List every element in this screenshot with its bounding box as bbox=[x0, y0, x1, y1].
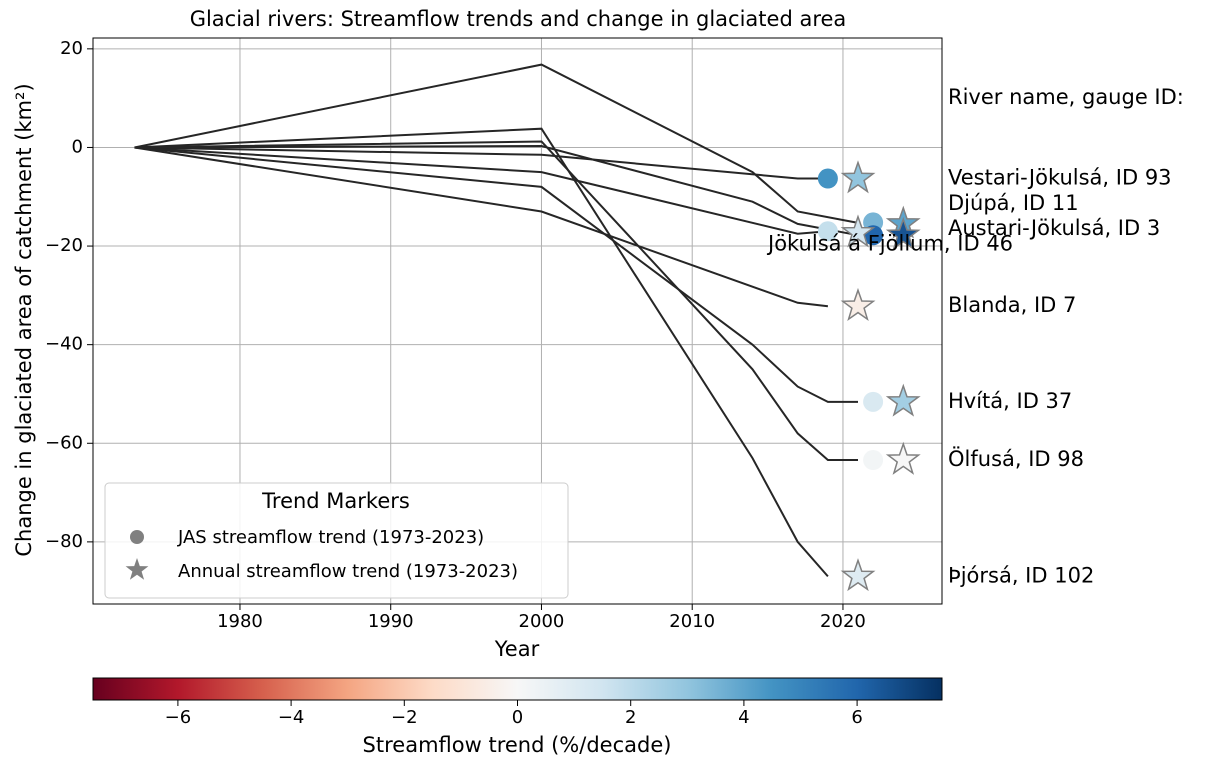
plot-frame bbox=[92, 37, 943, 605]
y-tick-label: −40 bbox=[45, 334, 83, 355]
river-line bbox=[134, 63, 859, 224]
river-line bbox=[134, 146, 858, 403]
chart-title: Glacial rivers: Streamflow trends and ch… bbox=[190, 7, 847, 31]
legend-title: Trend Markers bbox=[261, 489, 410, 513]
colorbar-tick-label: 6 bbox=[851, 707, 862, 728]
jas-marker bbox=[817, 168, 838, 189]
x-tick-label: 2020 bbox=[820, 611, 866, 632]
legend-marker bbox=[130, 530, 144, 544]
y-tick-label: 20 bbox=[60, 38, 83, 59]
legend-marker bbox=[125, 558, 149, 580]
legend-label: Annual streamflow trend (1973-2023) bbox=[178, 561, 518, 582]
jas-marker bbox=[817, 221, 838, 242]
river-label: Austari-Jökulsá, ID 3 bbox=[948, 216, 1160, 240]
colorbar-label: Streamflow trend (%/decade) bbox=[363, 733, 672, 757]
colorbar-tick-label: 4 bbox=[738, 707, 749, 728]
river-line bbox=[134, 146, 828, 180]
river-label: Þjórsá, ID 102 bbox=[948, 563, 1094, 587]
legend-box bbox=[104, 482, 569, 599]
river-header: River name, gauge ID: bbox=[948, 85, 1184, 109]
x-tick-label: 1990 bbox=[368, 611, 414, 632]
y-tick-label: −60 bbox=[45, 432, 83, 453]
annual-marker bbox=[840, 558, 876, 592]
colorbar-tick-label: 0 bbox=[512, 707, 523, 728]
y-tick-label: 0 bbox=[72, 136, 83, 157]
river-line bbox=[134, 146, 828, 235]
colorbar bbox=[92, 677, 943, 701]
river-label: Hvítá, ID 37 bbox=[948, 389, 1072, 413]
colorbar-tick-label: −4 bbox=[278, 707, 305, 728]
annual-marker bbox=[885, 383, 921, 417]
legend-label: JAS streamflow trend (1973-2023) bbox=[177, 527, 484, 548]
y-tick-label: −20 bbox=[45, 235, 83, 256]
annual-marker bbox=[840, 214, 876, 248]
colorbar-tick-label: −2 bbox=[391, 707, 418, 728]
river-label: Jökulsá á Fjöllum, ID 46 bbox=[766, 231, 1013, 255]
river-line bbox=[134, 144, 859, 237]
annual-marker bbox=[885, 441, 921, 475]
x-tick-label: 2000 bbox=[519, 611, 565, 632]
annual-marker bbox=[840, 160, 876, 194]
jas-marker bbox=[863, 391, 884, 412]
annual-marker bbox=[885, 216, 921, 251]
x-tick-label: 1980 bbox=[217, 611, 263, 632]
colorbar-tick-label: −6 bbox=[165, 707, 192, 728]
jas-marker bbox=[863, 450, 884, 471]
annual-marker bbox=[840, 287, 876, 322]
river-line bbox=[134, 146, 829, 308]
river-line bbox=[134, 140, 858, 461]
colorbar-tick-label: 2 bbox=[625, 707, 636, 728]
river-label: Djúpá, ID 11 bbox=[948, 191, 1079, 215]
x-axis-label: Year bbox=[494, 637, 540, 661]
y-axis-label: Change in glaciated area of catchment (k… bbox=[12, 83, 36, 556]
y-tick-label: −80 bbox=[45, 531, 83, 552]
river-label: Ölfusá, ID 98 bbox=[948, 446, 1084, 471]
river-label: Vestari-Jökulsá, ID 93 bbox=[948, 166, 1172, 190]
x-tick-label: 2010 bbox=[669, 611, 715, 632]
river-label: Blanda, ID 7 bbox=[948, 293, 1076, 317]
river-line bbox=[134, 127, 829, 578]
